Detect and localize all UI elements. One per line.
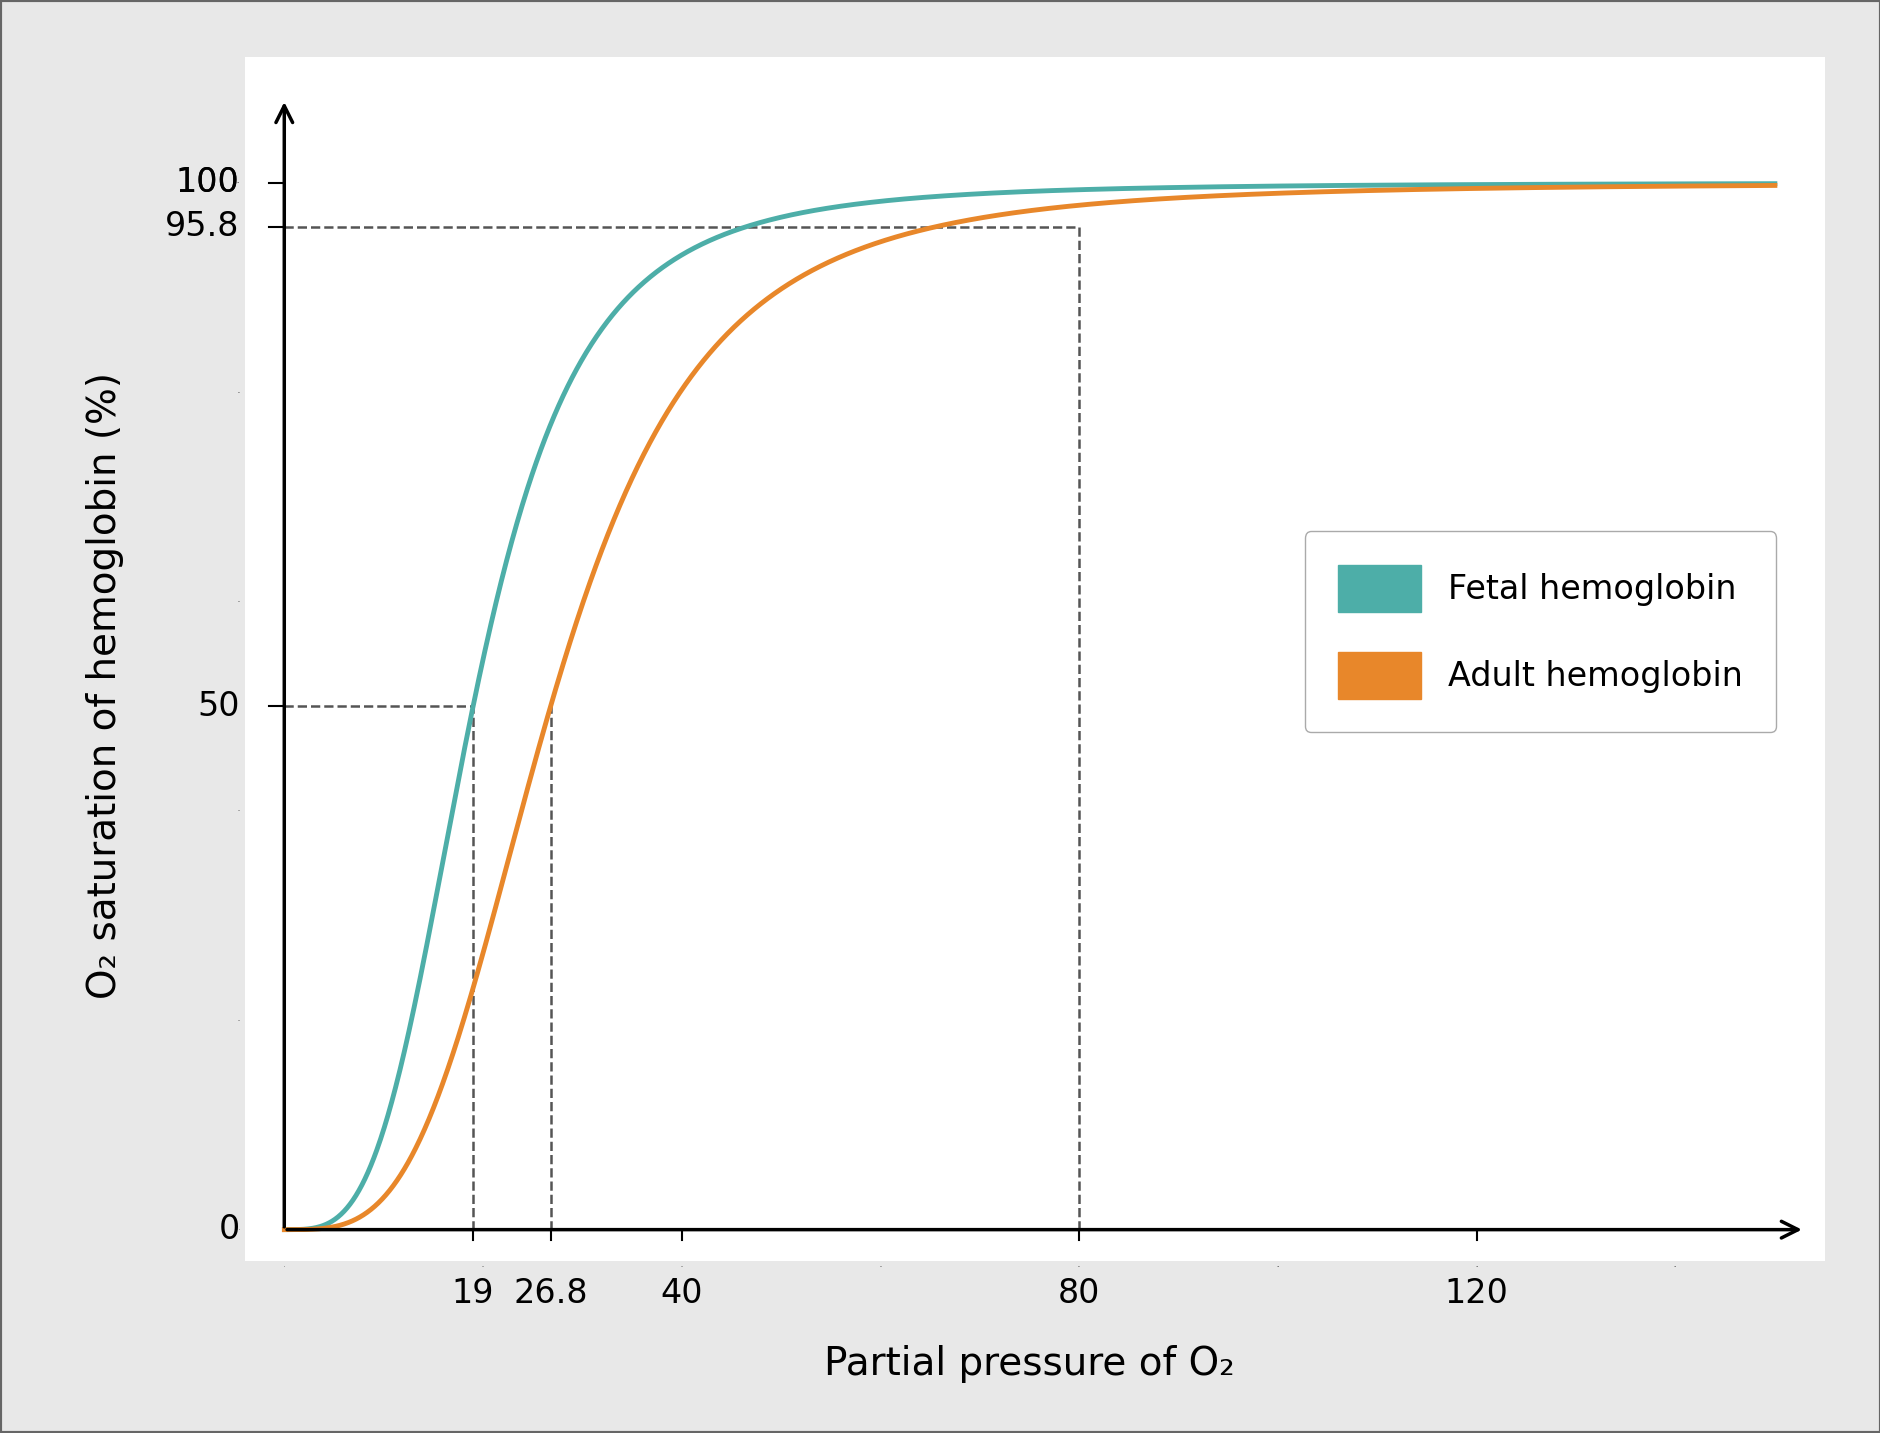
- Text: Partial pressure of O₂: Partial pressure of O₂: [823, 1344, 1235, 1383]
- Text: 0: 0: [218, 1214, 239, 1247]
- Text: 100: 100: [175, 166, 239, 199]
- Text: 19: 19: [451, 1277, 494, 1310]
- Text: 50: 50: [197, 689, 239, 722]
- Legend: Fetal hemoglobin, Adult hemoglobin: Fetal hemoglobin, Adult hemoglobin: [1305, 532, 1775, 732]
- Text: 80: 80: [1058, 1277, 1100, 1310]
- Text: O₂ saturation of hemoglobin (%): O₂ saturation of hemoglobin (%): [86, 371, 124, 999]
- Text: 100: 100: [175, 166, 239, 199]
- Text: 40: 40: [660, 1277, 703, 1310]
- Text: 95.8: 95.8: [165, 211, 239, 244]
- Text: 120: 120: [1444, 1277, 1508, 1310]
- Text: 26.8: 26.8: [513, 1277, 588, 1310]
